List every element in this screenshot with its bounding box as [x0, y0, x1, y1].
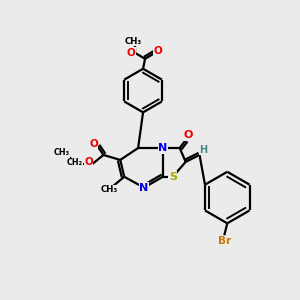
- Text: CH₂: CH₂: [67, 158, 83, 167]
- Text: N: N: [158, 143, 167, 153]
- Text: O: O: [89, 139, 98, 149]
- Text: O: O: [184, 130, 193, 140]
- Text: S: S: [169, 172, 177, 182]
- Text: O: O: [84, 157, 93, 167]
- Text: O: O: [127, 48, 136, 58]
- Text: CH₃: CH₃: [54, 148, 70, 158]
- Text: CH₃: CH₃: [124, 37, 142, 46]
- Text: O: O: [154, 46, 162, 56]
- Text: Br: Br: [218, 236, 231, 246]
- Text: CH₃: CH₃: [101, 185, 118, 194]
- Text: N: N: [140, 183, 149, 193]
- Text: H: H: [200, 145, 208, 155]
